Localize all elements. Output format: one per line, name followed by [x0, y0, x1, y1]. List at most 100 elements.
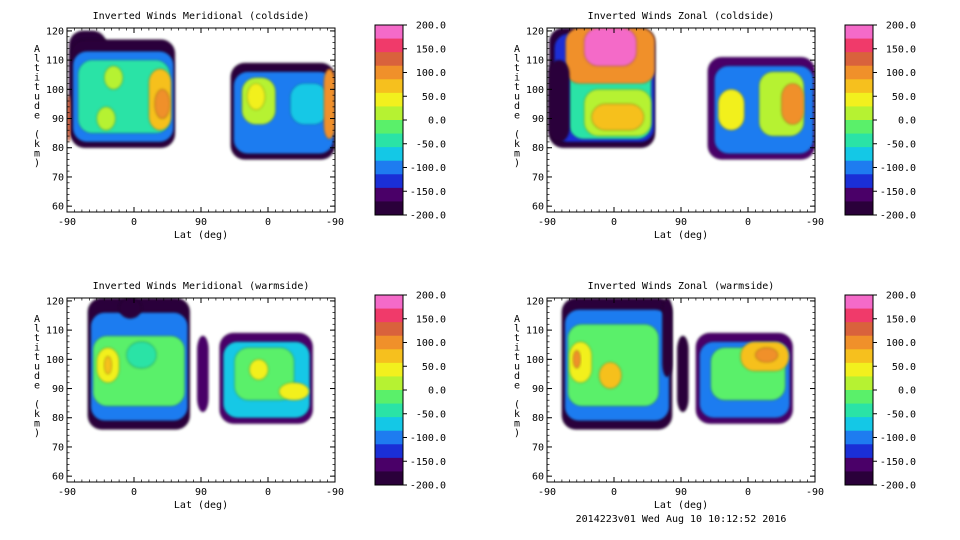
- colorbar-swatch: [845, 335, 873, 350]
- colorbar-swatch: [845, 25, 873, 39]
- colorbar: 200.0 150.0 100.0 50.0 0.0 -50.0 -100.0 -150.0 -…: [844, 21, 916, 222]
- contour-region-13: [781, 83, 805, 125]
- colorbar-tick-label: 200.0: [416, 291, 446, 302]
- colorbar-swatch: [845, 430, 873, 445]
- contour-region-8: [676, 335, 689, 413]
- colorbar-swatch: [375, 322, 403, 337]
- colorbar-tick-label: 0.0: [898, 116, 916, 127]
- x-tick-label: 0: [131, 487, 137, 498]
- colorbar-tick-label: -100.0: [410, 433, 446, 444]
- x-tick-label: 90: [675, 217, 687, 228]
- y-tick-label: 90: [52, 114, 64, 125]
- contour-region-14: [290, 83, 328, 125]
- x-tick-label: -90: [538, 217, 556, 228]
- colorbar-swatch: [375, 390, 403, 404]
- x-axis-label: Lat (deg): [654, 500, 708, 511]
- colorbar-tick-label: -100.0: [880, 433, 916, 444]
- colorbar-swatch: [375, 295, 403, 309]
- colorbar-tick-label: -100.0: [880, 163, 916, 174]
- chart-panel-3: Inverted Winds Meridional (warmside) 60 70…: [34, 281, 446, 511]
- y-tick-label: 90: [532, 114, 544, 125]
- colorbar-swatch: [845, 174, 873, 189]
- colorbar-swatch: [375, 308, 403, 323]
- colorbar-tick-label: 200.0: [886, 21, 916, 32]
- y-tick-label: 60: [532, 202, 544, 213]
- colorbar-swatch: [845, 308, 873, 323]
- colorbar-tick-label: -150.0: [410, 187, 446, 198]
- colorbar-swatch: [845, 390, 873, 404]
- colorbar-swatch: [375, 362, 403, 377]
- colorbar-tick-label: 200.0: [416, 21, 446, 32]
- contour-region-13: [755, 347, 779, 363]
- y-tick-label: 110: [526, 56, 544, 67]
- x-tick-label: 90: [675, 487, 687, 498]
- colorbar: 200.0 150.0 100.0 50.0 0.0 -50.0 -100.0 -150.0 -…: [374, 291, 446, 492]
- colorbar-swatch: [375, 52, 403, 67]
- colorbar-tick-label: -200.0: [410, 211, 446, 222]
- y-tick-label: 80: [52, 413, 64, 424]
- colorbar-swatch: [375, 335, 403, 350]
- x-tick-label: 0: [131, 217, 137, 228]
- colorbar-tick-label: 0.0: [428, 386, 446, 397]
- colorbar-swatch: [375, 187, 403, 202]
- colorbar-tick-label: -50.0: [416, 409, 446, 420]
- x-tick-label: 90: [195, 487, 207, 498]
- colorbar-swatch: [845, 417, 873, 432]
- x-tick-label: 0: [265, 487, 271, 498]
- contour-region-7: [118, 298, 142, 319]
- colorbar-tick-label: 0.0: [898, 386, 916, 397]
- colorbar-swatch: [845, 376, 873, 391]
- colorbar-swatch: [375, 79, 403, 94]
- contour-region-6: [126, 341, 157, 369]
- colorbar-swatch: [845, 120, 873, 134]
- colorbar-tick-label: -50.0: [886, 409, 916, 420]
- colorbar-tick-label: 150.0: [416, 44, 446, 55]
- contour-region-15: [323, 68, 335, 140]
- y-tick-label: 90: [532, 384, 544, 395]
- colorbar-tick-label: -100.0: [410, 163, 446, 174]
- x-tick-label: 0: [611, 217, 617, 228]
- x-axis-label: Lat (deg): [174, 500, 228, 511]
- colorbar-tick-label: -150.0: [880, 187, 916, 198]
- colorbar-swatch: [845, 403, 873, 418]
- contour-region-11: [717, 89, 745, 131]
- colorbar-swatch: [375, 174, 403, 189]
- y-tick-label: 120: [526, 296, 544, 307]
- colorbar-swatch: [845, 92, 873, 107]
- y-tick-label: 100: [46, 85, 64, 96]
- colorbar-swatch: [375, 444, 403, 459]
- colorbar-swatch: [845, 38, 873, 53]
- colorbar-swatch: [375, 147, 403, 162]
- contour-region-5: [103, 356, 112, 375]
- colorbar-swatch: [845, 65, 873, 80]
- x-tick-label: 0: [745, 487, 751, 498]
- colorbar-tick-label: 0.0: [428, 116, 446, 127]
- colorbar-tick-label: 50.0: [422, 92, 446, 103]
- y-tick-label: 80: [532, 143, 544, 154]
- colorbar: 200.0 150.0 100.0 50.0 0.0 -50.0 -100.0 -150.0 -…: [374, 21, 446, 222]
- contour-field: [561, 298, 793, 430]
- colorbar-swatch: [845, 147, 873, 162]
- colorbar-tick-label: 100.0: [886, 68, 916, 79]
- colorbar-tick-label: 150.0: [886, 44, 916, 55]
- y-tick-label: 120: [46, 26, 64, 37]
- x-tick-label: -90: [326, 487, 344, 498]
- colorbar-tick-label: -150.0: [410, 457, 446, 468]
- colorbar-tick-label: -50.0: [886, 139, 916, 150]
- chart-title: Inverted Winds Meridional (coldside): [93, 11, 310, 22]
- x-tick-label: 0: [611, 487, 617, 498]
- chart-title: Inverted Winds Zonal (warmside): [588, 281, 775, 292]
- contour-region-7: [583, 28, 637, 67]
- y-tick-label: 100: [526, 85, 544, 96]
- colorbar-tick-label: 150.0: [886, 314, 916, 325]
- colorbar-swatch: [845, 362, 873, 377]
- y-tick-label: 120: [46, 296, 64, 307]
- contour-region-8: [154, 89, 171, 119]
- y-tick-label: 120: [526, 26, 544, 37]
- x-tick-label: 0: [745, 217, 751, 228]
- contour-region-8: [196, 335, 209, 413]
- contour-region-5: [591, 103, 645, 131]
- contour-field: [87, 298, 313, 430]
